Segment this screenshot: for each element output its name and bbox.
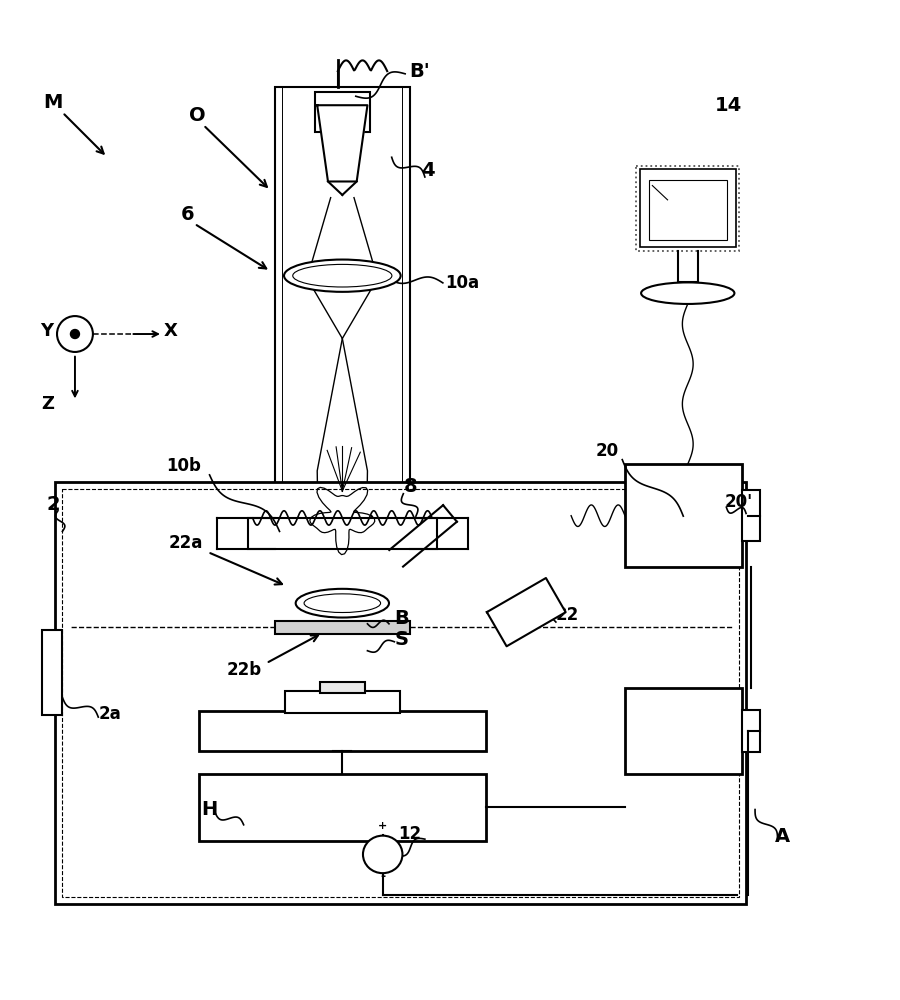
Text: 2a: 2a: [98, 705, 121, 723]
Ellipse shape: [284, 260, 400, 292]
Bar: [625, 464, 742, 567]
Text: 22a: 22a: [169, 534, 203, 552]
Bar: [55, 482, 746, 904]
Text: Z: Z: [41, 395, 55, 413]
Text: Y: Y: [40, 322, 53, 340]
Bar: [649, 180, 727, 240]
Text: 22b: 22b: [227, 661, 262, 679]
Text: 10b: 10b: [166, 457, 201, 475]
Text: 4: 4: [421, 161, 435, 180]
Text: 20: 20: [596, 442, 618, 460]
Bar: [742, 490, 760, 541]
Bar: [41, 630, 61, 715]
Bar: [199, 774, 486, 841]
Text: 6: 6: [181, 205, 194, 224]
Text: 22: 22: [556, 606, 579, 624]
Bar: [625, 688, 742, 774]
Ellipse shape: [641, 282, 734, 304]
Text: 2: 2: [47, 495, 60, 514]
Polygon shape: [487, 578, 566, 646]
Bar: [62, 489, 739, 897]
Text: 12: 12: [398, 825, 421, 843]
Text: 20': 20': [724, 493, 752, 511]
Text: 14: 14: [715, 96, 742, 115]
Text: B: B: [394, 609, 410, 628]
Text: O: O: [189, 106, 205, 125]
Text: +: +: [378, 821, 387, 831]
Bar: [320, 682, 365, 693]
Polygon shape: [317, 105, 367, 181]
Text: A: A: [775, 827, 790, 846]
Bar: [248, 518, 436, 549]
Text: -: -: [380, 870, 385, 883]
Ellipse shape: [304, 594, 381, 613]
Text: S: S: [394, 630, 409, 649]
Text: X: X: [164, 322, 178, 340]
Text: M: M: [43, 93, 62, 112]
Ellipse shape: [296, 589, 389, 618]
Bar: [640, 169, 736, 247]
Text: 8: 8: [403, 477, 417, 496]
Bar: [275, 87, 410, 518]
Ellipse shape: [57, 316, 93, 352]
Ellipse shape: [292, 264, 392, 287]
Bar: [199, 711, 486, 751]
Bar: [275, 621, 410, 634]
Bar: [314, 92, 370, 132]
Text: H: H: [202, 800, 218, 819]
Bar: [285, 691, 400, 713]
Ellipse shape: [363, 836, 402, 873]
Bar: [636, 166, 740, 251]
Bar: [742, 710, 760, 752]
Text: 10a: 10a: [446, 274, 480, 292]
Ellipse shape: [70, 330, 79, 338]
Text: B': B': [410, 62, 430, 81]
